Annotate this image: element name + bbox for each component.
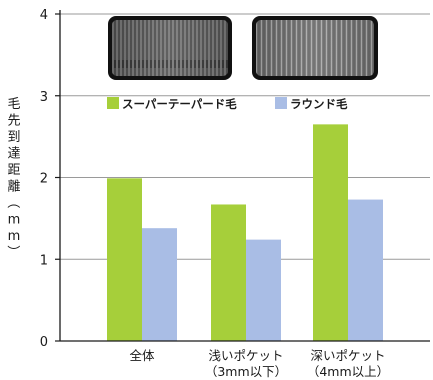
bar-tapered-0	[107, 178, 142, 341]
x-category-label: 深いポケット	[310, 348, 385, 363]
x-category-label: 浅いポケット	[208, 348, 283, 363]
x-category-sublabel: （4mm以上）	[307, 364, 389, 379]
y-axis-title-char: 到	[7, 130, 20, 145]
legend-swatch	[107, 97, 119, 109]
legend-swatch	[275, 97, 287, 109]
y-axis-title-char: 離	[7, 180, 20, 195]
bar-round-0	[142, 228, 177, 341]
y-tick-label: 2	[40, 172, 48, 187]
y-axis-title-char: （	[5, 195, 20, 208]
bar-tapered-2	[313, 124, 348, 341]
photo-shade	[256, 20, 374, 76]
bar-round-1	[246, 239, 281, 341]
photo-shade	[112, 20, 228, 76]
legend-label: ラウンド毛	[290, 97, 348, 111]
y-tick-label: 1	[40, 253, 48, 268]
y-tick-label: 0	[40, 335, 48, 350]
x-category-sublabel: （3mm以下）	[205, 364, 287, 379]
bristle-photo-round	[252, 16, 378, 80]
y-axis-title-char: 距	[7, 163, 20, 178]
y-axis-title-char: m	[8, 229, 21, 244]
bar-round-2	[348, 199, 383, 341]
y-axis-title-char: ）	[5, 245, 20, 258]
y-axis-title-char: 毛	[7, 97, 20, 112]
y-axis-title-char: 先	[7, 114, 20, 129]
legend-label: スーパーテーパード毛	[122, 97, 237, 111]
y-axis-title-char: m	[8, 213, 21, 228]
bristle-photo-tapered	[108, 16, 232, 80]
bar-tapered-1	[211, 204, 246, 341]
y-tick-label: 4	[40, 8, 48, 23]
y-axis-title-char: 達	[7, 147, 20, 162]
y-tick-label: 3	[40, 90, 48, 105]
x-category-label: 全体	[129, 348, 155, 363]
